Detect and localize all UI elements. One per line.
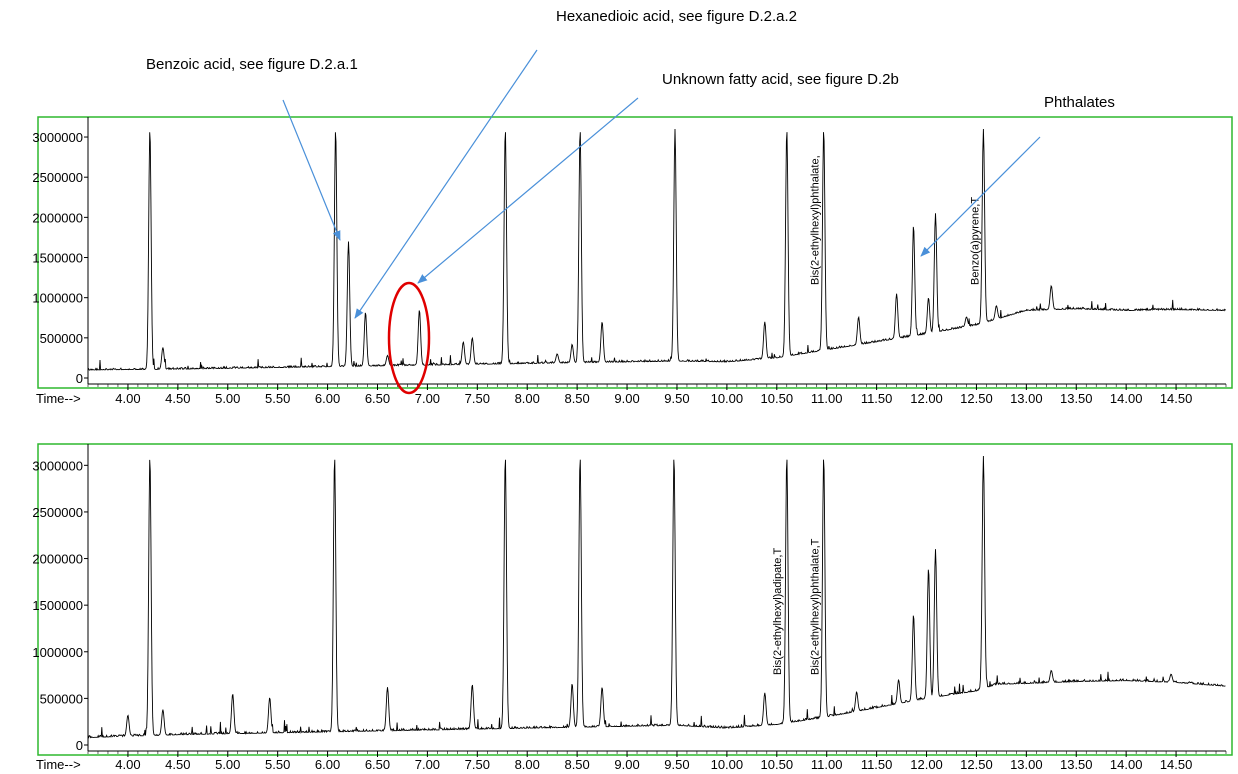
x-tick-label: 10.00 [711,391,744,406]
chart-panel-1: 0 500000 1000000 1500000 2000000 2500000 30000… [32,116,1233,406]
x-axis-label: Time--> [36,757,81,772]
hexanedioic-arrow [354,49,538,319]
x-tick-label: 12.00 [910,757,943,772]
y-tick-label: 500000 [40,691,83,706]
phthalates-arrow [920,136,1041,257]
x-tick-label: 11.50 [861,757,893,772]
x-tick-label: 7.00 [415,391,440,406]
x-tick-label: 5.00 [215,391,240,406]
x-tick-label: 6.50 [365,391,390,406]
x-tick-label: 12.50 [960,757,993,772]
fatty-acid-arrow [417,97,639,284]
plot-frame [37,443,1233,756]
peak-label: Bis(2-ethylhexyl)phthalate, [810,155,822,285]
x-tick-label: 4.50 [165,757,190,772]
x-tick-label: 10.50 [761,391,794,406]
x-tick-label: 14.00 [1110,391,1143,406]
x-tick-label: 14.00 [1110,757,1143,772]
x-tick-label: 8.50 [564,391,589,406]
x-tick-label: 4.00 [115,757,140,772]
fatty-acid-highlight-ellipse [387,281,431,395]
x-tick-label: 6.50 [365,757,390,772]
x-tick-label: 10.00 [711,757,744,772]
y-tick-label: 500000 [40,331,83,346]
y-tick-label: 0 [76,371,83,386]
unknown-fatty-acid-annotation: Unknown fatty acid, see figure D.2b [662,71,899,88]
x-tick-label: 10.50 [761,757,794,772]
x-tick-label: 14.50 [1160,391,1193,406]
benzoic-acid-annotation: Benzoic acid, see figure D.2.a.1 [146,56,358,73]
x-tick-label: 13.00 [1010,391,1043,406]
x-axis-label: Time--> [36,391,81,406]
plot-frame [37,116,1233,389]
chromatogram-trace [87,455,1226,739]
phthalates-annotation: Phthalates [1044,94,1115,111]
x-tick-label: 11.50 [861,391,893,406]
x-tick-label: 8.00 [515,391,540,406]
x-tick-label: 6.00 [315,391,340,406]
peak-label: Benzo(a)pyrene,T [969,197,981,285]
x-tick-label: 12.00 [910,391,943,406]
benzoic-arrow [282,99,341,241]
x-tick-label: 11.00 [811,757,843,772]
x-tick-label: 11.00 [811,391,843,406]
hexanedioic-acid-annotation: Hexanedioic acid, see figure D.2.a.2 [556,8,797,25]
x-tick-label: 4.50 [165,391,190,406]
x-tick-label: 7.50 [465,391,490,406]
x-tick-label: 13.50 [1060,391,1093,406]
peak-label: Bis(2-ethylhexyl)adipate,T [772,548,784,675]
x-tick-label: 14.50 [1160,757,1193,772]
x-tick-label: 12.50 [960,391,993,406]
y-tick-label: 1500000 [32,251,83,266]
chromatogram-trace [87,128,1226,372]
y-tick-label: 3000000 [32,130,83,145]
peak-label: Bis(2-ethylhexyl)phthalate,T [810,538,822,675]
chart-panel-2: 0 500000 1000000 1500000 2000000 2500000 30000… [32,443,1233,772]
x-tick-label: 8.00 [515,757,540,772]
x-tick-label: 8.50 [564,757,589,772]
x-tick-label: 9.00 [614,391,639,406]
y-tick-label: 1500000 [32,598,83,613]
x-tick-label: 6.00 [315,757,340,772]
x-tick-label: 5.00 [215,757,240,772]
y-tick-label: 1000000 [32,291,83,306]
x-tick-label: 7.50 [465,757,490,772]
x-tick-label: 7.00 [415,757,440,772]
x-tick-label: 9.50 [664,757,689,772]
x-tick-label: 5.50 [265,391,290,406]
x-tick-label: 13.50 [1060,757,1093,772]
y-tick-label: 1000000 [32,645,83,660]
y-tick-label: 2500000 [32,505,83,520]
x-tick-label: 4.00 [115,391,140,406]
x-tick-label: 5.50 [265,757,290,772]
y-tick-label: 2500000 [32,170,83,185]
y-tick-label: 2000000 [32,210,83,225]
x-tick-label: 9.50 [664,391,689,406]
y-tick-label: 0 [76,738,83,753]
x-tick-label: 9.00 [614,757,639,772]
y-tick-label: 3000000 [32,458,83,473]
x-tick-label: 13.00 [1010,757,1043,772]
y-tick-label: 2000000 [32,552,83,567]
